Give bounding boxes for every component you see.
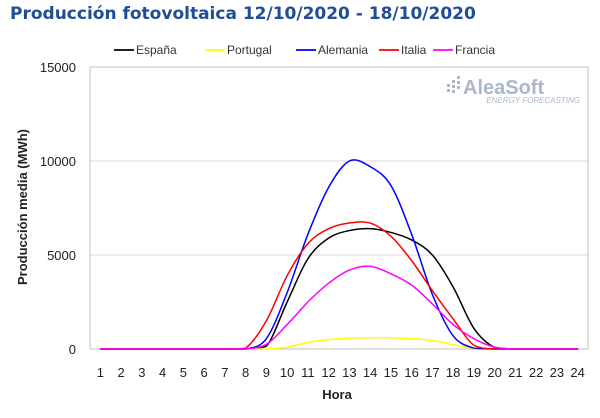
legend-label: España bbox=[136, 43, 177, 57]
legend-label: Alemania bbox=[318, 43, 368, 57]
x-tick-label: 6 bbox=[201, 365, 208, 380]
x-tick-label: 18 bbox=[446, 365, 460, 380]
x-tick-label: 24 bbox=[570, 365, 584, 380]
x-tick-label: 22 bbox=[529, 365, 543, 380]
x-tick-label: 5 bbox=[180, 365, 187, 380]
x-tick-label: 20 bbox=[487, 365, 501, 380]
x-tick-label: 14 bbox=[363, 365, 377, 380]
x-tick-label: 19 bbox=[467, 365, 481, 380]
y-tick-labels: 0 5000 10000 15000 bbox=[40, 60, 76, 357]
x-tick-label: 7 bbox=[221, 365, 228, 380]
x-tick-label: 23 bbox=[550, 365, 564, 380]
y-tick-label: 5000 bbox=[47, 248, 76, 263]
x-tick-label: 3 bbox=[138, 365, 145, 380]
x-tick-labels: 1 2 3 4 5 6 7 8 9 10 11 12 13 14 15 16 17 18 19 20 21 22 23 24 bbox=[97, 365, 585, 380]
x-tick-label: 21 bbox=[508, 365, 522, 380]
logo-name: AleaSoft bbox=[463, 77, 544, 99]
legend-label: Portugal bbox=[227, 43, 272, 57]
x-tick-label: 8 bbox=[242, 365, 249, 380]
series-line-españa bbox=[99, 227, 579, 350]
x-tick-label: 11 bbox=[301, 365, 315, 380]
x-tick-label: 15 bbox=[384, 365, 398, 380]
aleasoft-logo: AleaSoft ENERGY FORECASTING bbox=[447, 76, 580, 105]
x-tick-label: 12 bbox=[321, 365, 335, 380]
x-tick-label: 4 bbox=[159, 365, 166, 380]
series-line-alemania bbox=[99, 159, 579, 350]
y-tick-label: 15000 bbox=[40, 60, 76, 75]
chart-title: Producción fotovoltaica 12/10/2020 - 18/… bbox=[10, 4, 476, 24]
x-tick-label: 16 bbox=[404, 365, 418, 380]
x-tick-label: 1 bbox=[97, 365, 104, 380]
legend-label: Italia bbox=[401, 43, 427, 57]
x-tick-label: 13 bbox=[342, 365, 356, 380]
logo-tagline: ENERGY FORECASTING bbox=[486, 96, 580, 105]
y-axis-title: Producción media (MWh) bbox=[15, 129, 30, 285]
legend: España Portugal Alemania Italia Francia bbox=[114, 43, 495, 57]
x-tick-label: 9 bbox=[263, 365, 270, 380]
series-line-italia bbox=[99, 221, 579, 350]
series-line-portugal bbox=[99, 336, 579, 350]
x-axis-title: Hora bbox=[322, 387, 352, 402]
series-line-francia bbox=[99, 265, 579, 350]
y-tick-label: 0 bbox=[69, 342, 76, 357]
x-tick-label: 2 bbox=[118, 365, 125, 380]
y-tick-label: 10000 bbox=[40, 154, 76, 169]
legend-label: Francia bbox=[455, 43, 495, 57]
series-lines bbox=[99, 159, 579, 350]
x-tick-label: 10 bbox=[280, 365, 294, 380]
plot-frame bbox=[89, 66, 589, 350]
x-tick-label: 17 bbox=[425, 365, 439, 380]
